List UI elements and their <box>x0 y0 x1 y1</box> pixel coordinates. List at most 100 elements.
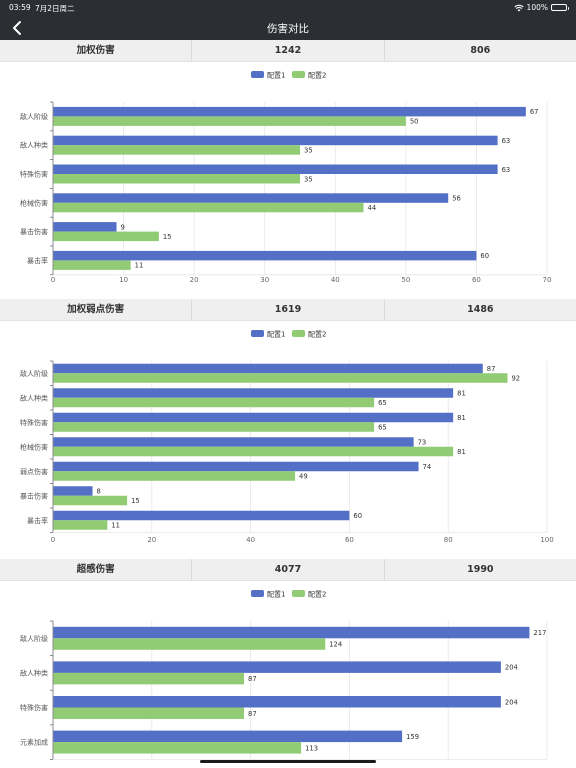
y-tick-label: 元素加成 <box>20 738 48 747</box>
bar-config2 <box>53 742 302 754</box>
bar-config1 <box>53 730 403 743</box>
data-label: 11 <box>111 522 120 530</box>
x-tick-label: 60 <box>345 536 354 544</box>
section-header-label: 加权弱点伤害 <box>67 304 125 315</box>
bar-config2 <box>53 116 406 126</box>
data-label: 159 <box>406 733 419 741</box>
bar-config1 <box>53 250 477 261</box>
data-label: 65 <box>378 424 387 432</box>
legend-label: 配置1 <box>267 331 285 339</box>
bar-config2 <box>53 397 375 408</box>
data-label: 113 <box>305 744 318 752</box>
bar-config2 <box>53 672 245 685</box>
chart-legend: 配置1 配置2 <box>251 590 326 599</box>
data-label: 15 <box>131 497 140 505</box>
bar-config1 <box>53 222 117 232</box>
bar-config1 <box>53 437 414 447</box>
y-tick-label: 暴击伤害 <box>20 491 48 500</box>
data-label: 81 <box>457 414 466 422</box>
data-label: 74 <box>423 463 432 471</box>
y-tick-label: 敌人阶级 <box>20 369 48 378</box>
x-tick-label: 20 <box>147 536 156 544</box>
data-label: 50 <box>410 118 419 126</box>
bar-config1 <box>53 193 449 203</box>
legend-swatch <box>251 590 264 597</box>
status-time: 03:59 <box>9 3 31 12</box>
data-label: 87 <box>248 675 257 683</box>
y-tick-label: 枪械伤害 <box>20 442 48 451</box>
section-header-config2-value: 806 <box>383 40 576 61</box>
data-label: 204 <box>505 698 518 706</box>
section-header-config2-value: 1990 <box>383 559 576 580</box>
section-header-weighted-weakpoint-damage: 加权弱点伤害 1619 1486 <box>0 299 576 321</box>
bar-config2 <box>53 260 131 270</box>
chart-legend: 配置1 配置2 <box>251 330 326 339</box>
legend-swatch <box>251 71 264 78</box>
data-label: 8 <box>97 488 101 496</box>
data-label: 87 <box>487 365 496 373</box>
legend-swatch <box>292 71 305 78</box>
section-header-label: 超感伤害 <box>76 564 115 575</box>
data-label: 44 <box>368 204 377 212</box>
y-tick-label: 敌人阶级 <box>20 634 48 643</box>
data-label: 217 <box>533 629 546 637</box>
bar-config2 <box>53 446 454 457</box>
x-tick-label: 70 <box>543 276 552 284</box>
data-label: 60 <box>353 512 362 520</box>
data-label: 15 <box>163 233 172 241</box>
data-label: 11 <box>135 262 144 270</box>
chart-legend: 配置1 配置2 <box>251 71 326 80</box>
bar-config1 <box>53 106 526 117</box>
legend-swatch <box>251 330 264 337</box>
legend-label: 配置1 <box>267 72 285 80</box>
data-label: 56 <box>452 195 461 203</box>
y-tick-label: 敌人种类 <box>20 668 48 677</box>
data-label: 81 <box>457 448 466 456</box>
battery-percent: 100% <box>526 3 548 12</box>
data-label: 67 <box>530 108 539 116</box>
x-tick-label: 30 <box>260 276 269 284</box>
bar-config1 <box>53 626 530 639</box>
bar-config2 <box>53 471 296 481</box>
bar-config2 <box>53 231 159 242</box>
y-tick-label: 敌人种类 <box>20 141 48 150</box>
x-tick-label: 80 <box>444 536 453 544</box>
chevron-left-icon <box>13 21 21 35</box>
y-tick-label: 敌人种类 <box>20 393 48 402</box>
bar-config2 <box>53 145 300 155</box>
page-title: 伤害对比 <box>267 23 309 35</box>
data-label: 63 <box>502 166 511 174</box>
home-indicator <box>200 760 376 763</box>
bar-config1 <box>53 461 419 472</box>
y-tick-label: 弱点伤害 <box>20 467 48 476</box>
bar-config2 <box>53 520 108 530</box>
x-tick-label: 0 <box>51 276 55 284</box>
status-date: 7月2日周二 <box>35 4 75 13</box>
data-label: 204 <box>505 664 518 672</box>
x-tick-label: 100 <box>540 536 553 544</box>
bar-config1 <box>53 363 483 374</box>
x-tick-label: 60 <box>472 276 481 284</box>
bar-config1 <box>53 696 501 708</box>
back-button[interactable] <box>6 18 30 38</box>
data-label: 49 <box>299 473 308 481</box>
battery-icon <box>551 4 569 11</box>
bar-config2 <box>53 638 326 650</box>
legend-label: 配置2 <box>308 591 326 599</box>
x-tick-label: 40 <box>331 276 340 284</box>
data-label: 124 <box>329 641 342 649</box>
bar-config2 <box>53 174 300 184</box>
section-header-config1-value: 1619 <box>191 299 383 320</box>
bar-config2 <box>53 202 364 213</box>
data-label: 81 <box>457 390 466 398</box>
x-tick-label: 50 <box>401 276 410 284</box>
data-label: 35 <box>304 146 313 154</box>
data-label: 63 <box>502 137 511 145</box>
section-header-label: 加权伤害 <box>76 45 115 56</box>
data-label: 65 <box>378 399 387 407</box>
bar-config1 <box>53 486 93 496</box>
bar-config1 <box>53 510 350 521</box>
y-tick-label: 特殊伤害 <box>20 418 48 427</box>
data-label: 73 <box>418 439 427 447</box>
